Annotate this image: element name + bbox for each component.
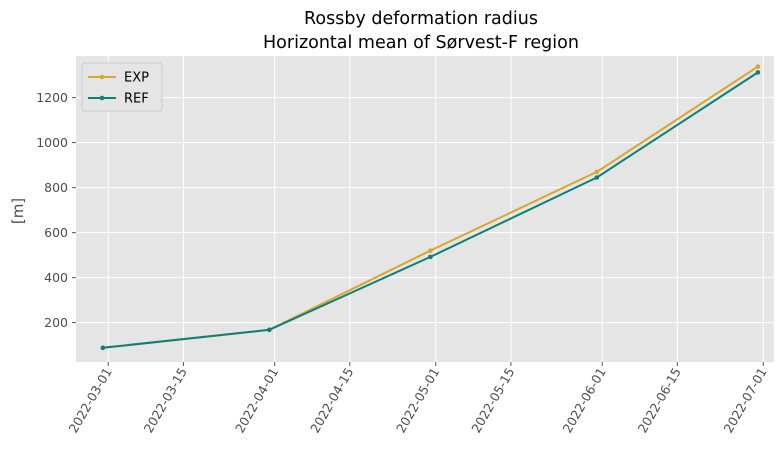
chart-title-line-2: Horizontal mean of Sørvest-F region <box>263 33 579 53</box>
data-point-exp <box>594 169 600 175</box>
y-tick-label: 600 <box>44 225 68 240</box>
legend-label-ref: REF <box>124 92 149 107</box>
legend-marker-exp <box>99 74 105 80</box>
y-tick-label: 200 <box>44 315 68 330</box>
legend: EXP REF <box>81 62 163 112</box>
x-tick-label: 2022-04-01 <box>232 365 281 435</box>
y-tick-label: 1000 <box>36 135 68 150</box>
legend-label-exp: EXP <box>124 71 149 86</box>
x-tick-label: 2022-04-15 <box>307 365 356 435</box>
x-tick-label: 2022-05-15 <box>468 365 517 435</box>
legend-box <box>81 62 163 112</box>
data-point-ref <box>266 327 272 333</box>
y-axis-label: [m] <box>9 198 27 224</box>
y-tick-label: 800 <box>44 180 68 195</box>
legend-marker-ref <box>99 95 105 101</box>
chart-title-line-1: Rossby deformation radius <box>304 9 538 29</box>
x-tick-label: 2022-03-15 <box>141 365 190 435</box>
series-layer <box>100 64 761 351</box>
y-tick-label: 1200 <box>36 90 68 105</box>
data-point-ref <box>755 70 761 75</box>
plot-area <box>76 56 774 362</box>
x-tick-label: 2022-03-01 <box>65 365 114 435</box>
x-tick-label: 2022-05-01 <box>393 365 442 435</box>
data-point-ref <box>100 345 106 351</box>
data-point-exp <box>428 248 433 253</box>
data-point-ref <box>428 254 433 260</box>
data-point-exp <box>755 64 761 69</box>
x-tick-label: 2022-06-15 <box>635 365 684 435</box>
y-tick-label: 400 <box>44 270 68 285</box>
data-point-ref <box>594 175 600 180</box>
grid-layer <box>76 56 774 362</box>
x-tick-label: 2022-06-01 <box>559 365 608 435</box>
x-tick-label: 2022-07-01 <box>721 365 770 435</box>
